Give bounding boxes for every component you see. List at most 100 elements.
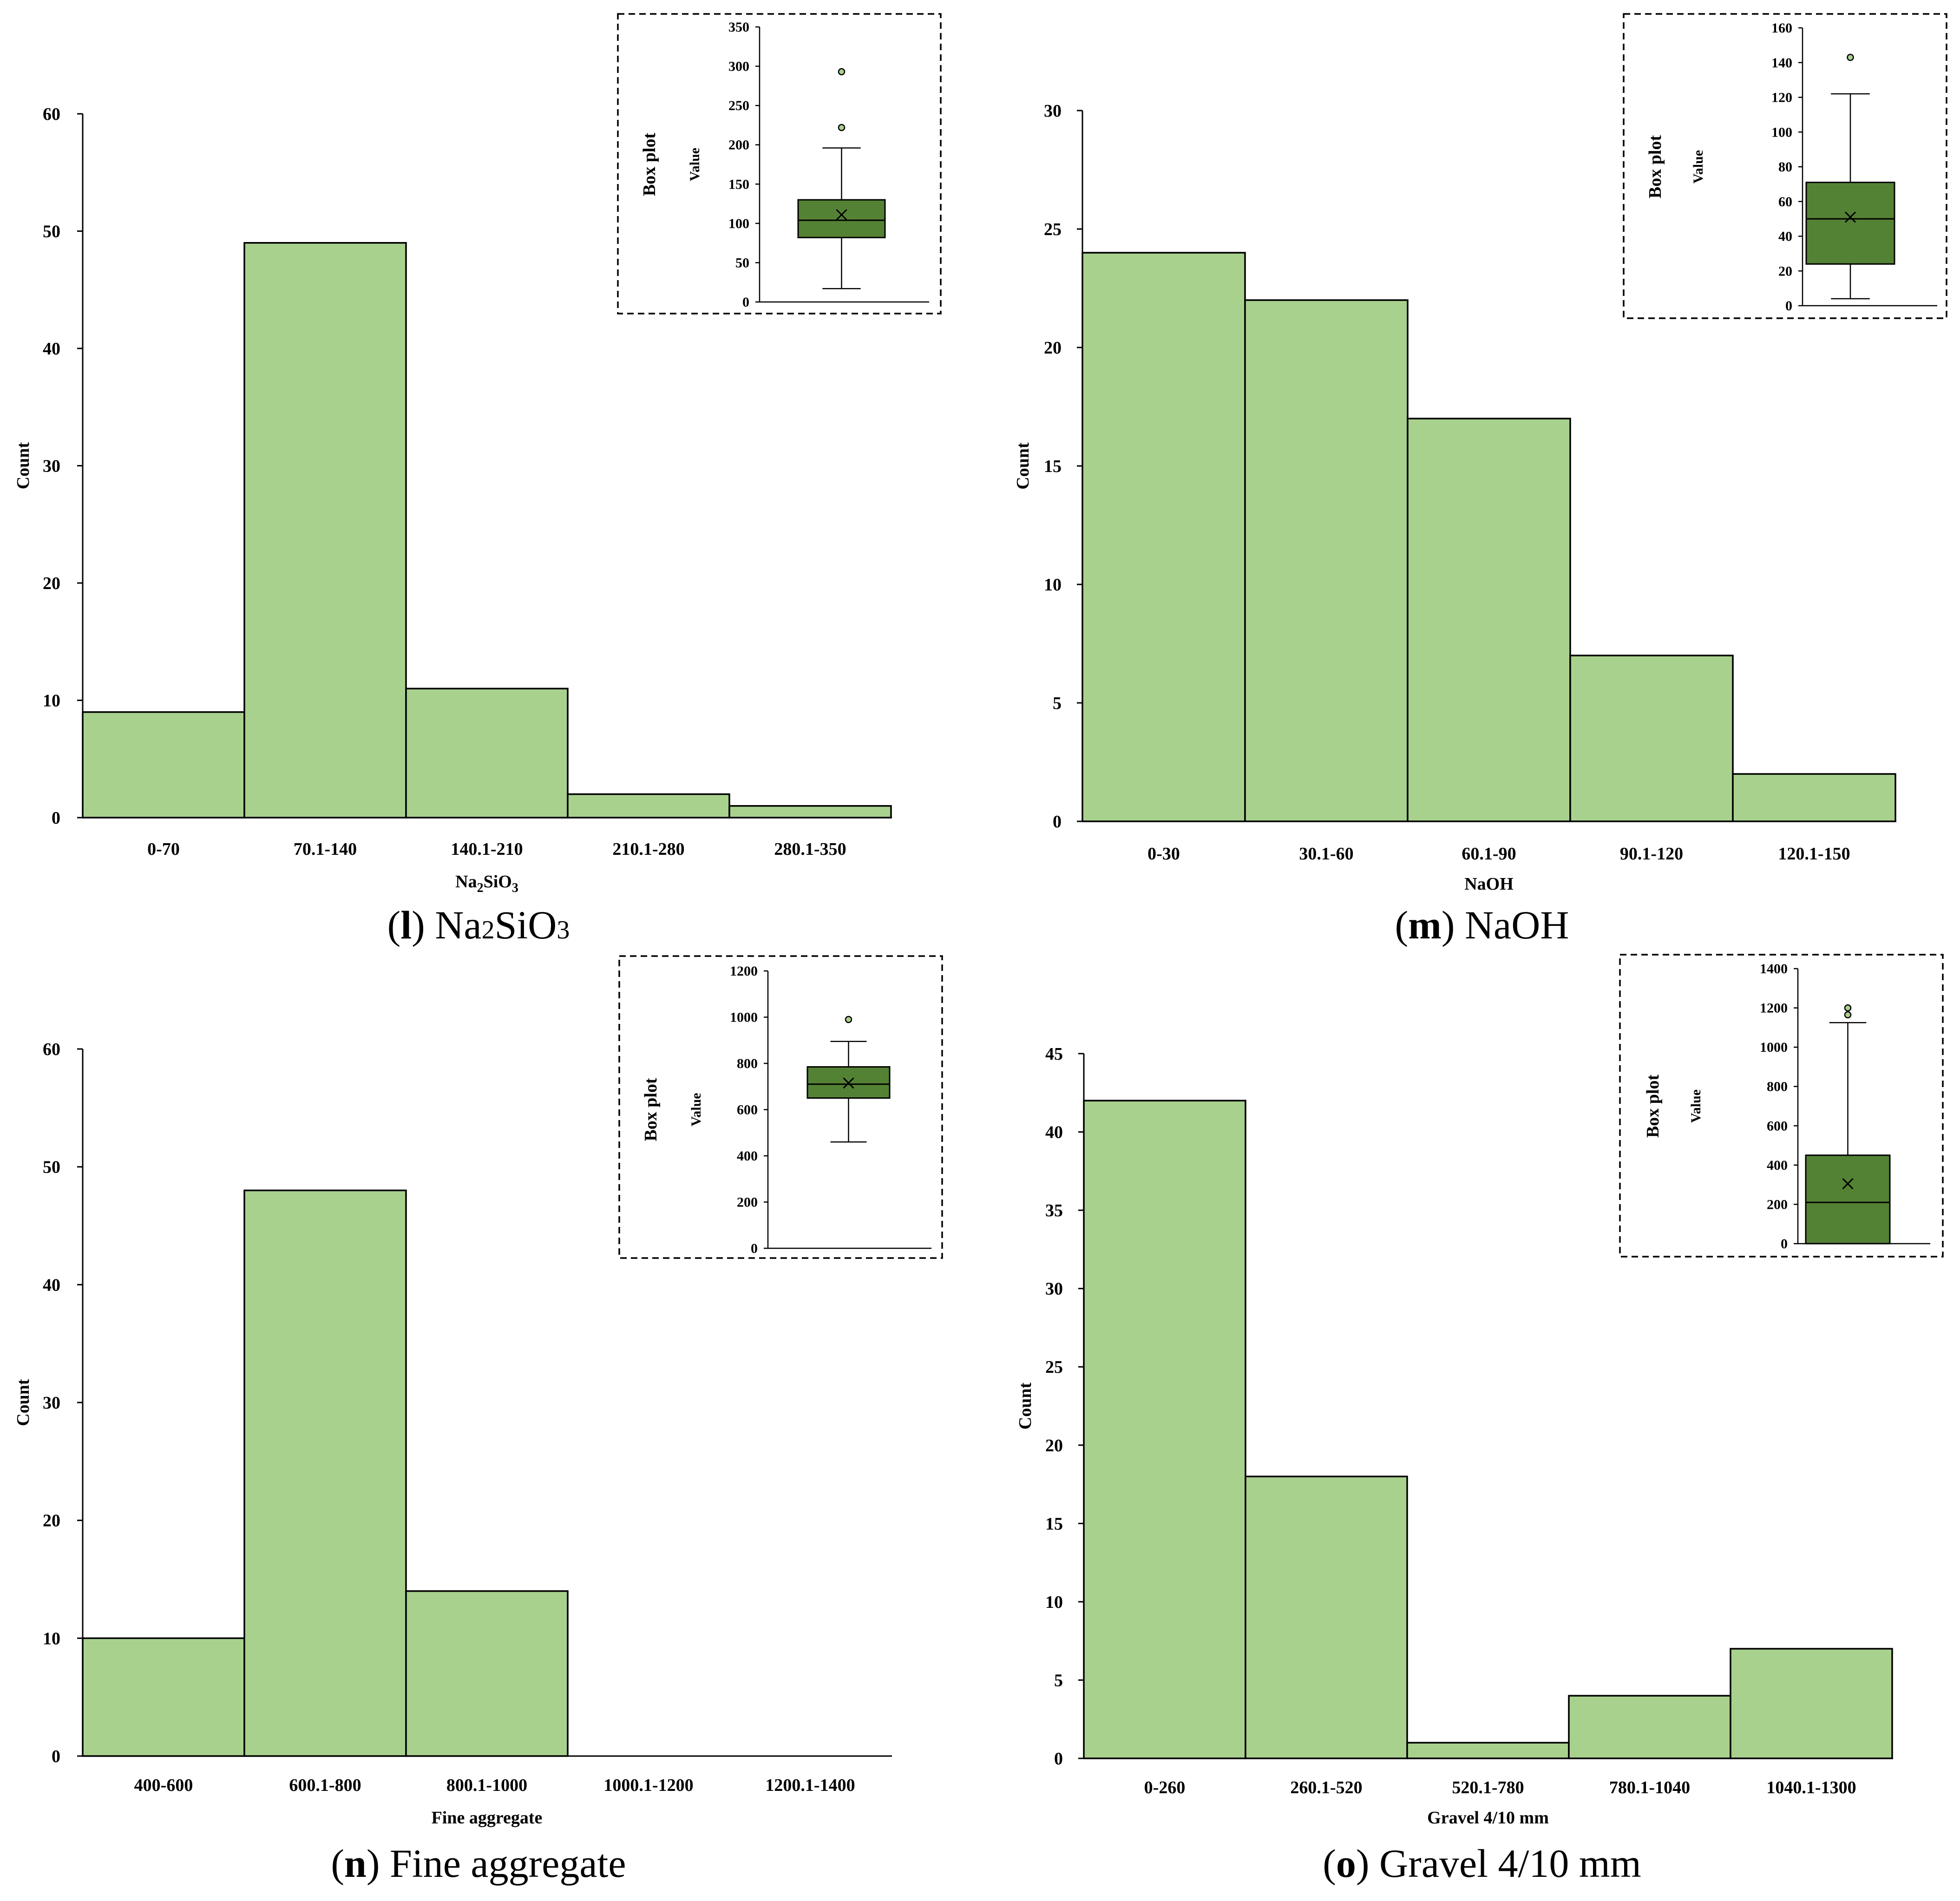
inset-tick-label: 50 <box>735 255 749 270</box>
inset-tick-label: 1000 <box>730 1010 758 1025</box>
outlier-point <box>838 124 846 131</box>
bar-3 <box>405 1590 569 1757</box>
x-category-label: 800.1-1000 <box>446 1776 527 1795</box>
outlier-point <box>1847 53 1854 61</box>
inset-y-label: Value <box>1691 150 1706 184</box>
bar-1 <box>82 1637 245 1757</box>
bar-4 <box>1569 655 1734 822</box>
inset-frame <box>617 13 942 315</box>
x-axis-label: Gravel 4/10 mm <box>1427 1808 1549 1828</box>
inset-tick-label: 400 <box>737 1148 758 1164</box>
inset-tick-label: 0 <box>1785 298 1792 314</box>
inset-tick-label: 0 <box>742 295 749 310</box>
bar-5 <box>1732 773 1896 822</box>
x-category-label: 400-600 <box>134 1776 193 1795</box>
inset-tick-label: 140 <box>1771 55 1792 71</box>
inset-tick-label: 250 <box>728 98 749 113</box>
x-category-label: 0-260 <box>1144 1778 1186 1797</box>
x-category-label: 1040.1-1300 <box>1766 1778 1856 1797</box>
x-axis-label: Na2SiO3 <box>455 872 518 895</box>
mean-marker <box>836 209 847 221</box>
inset-frame <box>1623 13 1947 319</box>
panel-caption: (o) Gravel 4/10 mm <box>1323 1841 1641 1886</box>
y-tick-label: 5 <box>1053 694 1062 713</box>
bar-2 <box>1244 299 1409 822</box>
y-tick-label: 30 <box>1045 1279 1063 1299</box>
inset-tick-label: 0 <box>751 1241 758 1256</box>
y-tick-label: 0 <box>1054 1749 1063 1769</box>
x-category-label: 0-30 <box>1147 844 1180 864</box>
y-tick-label: 40 <box>43 339 60 359</box>
inset-tick-label: 1000 <box>1760 1040 1788 1055</box>
inset-tick-label: 200 <box>1767 1197 1788 1212</box>
outlier-point <box>838 68 846 76</box>
inset-tick-label: 60 <box>1778 194 1792 210</box>
histogram-panel-o: 0 5 10 15 20 25 30 35 40 45 Count 0-260 260.1-520 520… <box>1016 954 1944 1886</box>
inset-tick-label: 1200 <box>1760 1001 1788 1016</box>
y-axis-label: Count <box>13 1379 33 1426</box>
outlier-point <box>845 1016 852 1023</box>
inset-tick-label: 1200 <box>730 964 758 979</box>
y-tick-label: 30 <box>43 1393 60 1413</box>
bar-2 <box>1245 1475 1408 1759</box>
inset-y-label: Value <box>688 1093 704 1126</box>
outlier-point <box>1844 1004 1852 1012</box>
y-tick-label: 25 <box>1044 220 1062 239</box>
bar-1 <box>1082 252 1246 822</box>
y-tick-label: 10 <box>1044 575 1062 595</box>
mean-marker <box>843 1077 854 1089</box>
inset-tick-label: 0 <box>1781 1236 1788 1252</box>
x-category-label: 600.1-800 <box>289 1776 361 1795</box>
bar-2 <box>243 242 407 819</box>
y-tick-label: 20 <box>1044 338 1062 358</box>
inset-tick-label: 20 <box>1778 263 1792 279</box>
y-tick-label: 40 <box>43 1275 60 1295</box>
y-tick-label: 0 <box>1053 812 1062 832</box>
x-category-label: 0-70 <box>147 839 180 859</box>
y-tick-label: 0 <box>52 1747 60 1766</box>
y-tick-label: 50 <box>43 222 60 242</box>
x-category-label: 280.1-350 <box>774 839 846 859</box>
inset-frame <box>618 955 943 1259</box>
inset-tick-label: 800 <box>737 1056 758 1071</box>
inset-tick-label: 300 <box>728 59 749 74</box>
y-tick-label: 10 <box>43 1629 60 1648</box>
y-tick-label: 50 <box>43 1158 60 1177</box>
histogram-panel-l: 0 10 20 30 40 50 60 Count 0-70 70.1-140 140.1-210 2… <box>13 13 942 947</box>
inset-tick-label: 200 <box>728 138 749 153</box>
y-tick-label: 10 <box>1045 1593 1063 1612</box>
inset-tick-label: 160 <box>1771 20 1792 36</box>
boxplot-inset-l: 0 50 100 150 200 250 300 350 Box plot Value <box>617 13 942 315</box>
bar-4 <box>567 793 730 819</box>
x-axis-label: NaOH <box>1464 874 1514 894</box>
y-tick-label: 25 <box>1045 1357 1063 1377</box>
y-tick-label: 20 <box>1045 1436 1063 1455</box>
inset-tick-label: 100 <box>1771 125 1792 140</box>
x-category-label: 120.1-150 <box>1778 844 1850 864</box>
histogram-panel-m: 0 5 10 15 20 25 30 Count 0-30 30.1-60 60.1-90 90.1-… <box>1013 13 1947 947</box>
x-category-label: 30.1-60 <box>1299 844 1353 864</box>
inset-title: Box plot <box>1643 1075 1663 1138</box>
inset-tick-label: 600 <box>1767 1118 1788 1134</box>
inset-tick-label: 200 <box>737 1195 758 1210</box>
bar-3 <box>1407 418 1571 822</box>
y-tick-label: 0 <box>52 808 60 828</box>
x-category-label: 1000.1-1200 <box>603 1776 693 1795</box>
mean-marker <box>1844 211 1856 223</box>
y-tick-label: 20 <box>43 574 60 593</box>
y-tick-label: 15 <box>1045 1514 1063 1534</box>
inset-tick-label: 800 <box>1767 1079 1788 1095</box>
y-axis-label: Count <box>1013 442 1033 490</box>
bar-3 <box>405 688 569 819</box>
y-tick-label: 20 <box>43 1511 60 1531</box>
y-tick-label: 60 <box>43 1040 60 1059</box>
y-tick-label: 5 <box>1054 1671 1063 1690</box>
inset-tick-label: 80 <box>1778 159 1792 175</box>
inset-tick-label: 350 <box>728 20 749 35</box>
y-tick-label: 40 <box>1045 1123 1063 1142</box>
y-axis-label: Count <box>1016 1382 1035 1429</box>
bar-4 <box>1568 1695 1731 1759</box>
iqr-box <box>806 1066 891 1099</box>
mean-marker <box>1842 1178 1854 1190</box>
